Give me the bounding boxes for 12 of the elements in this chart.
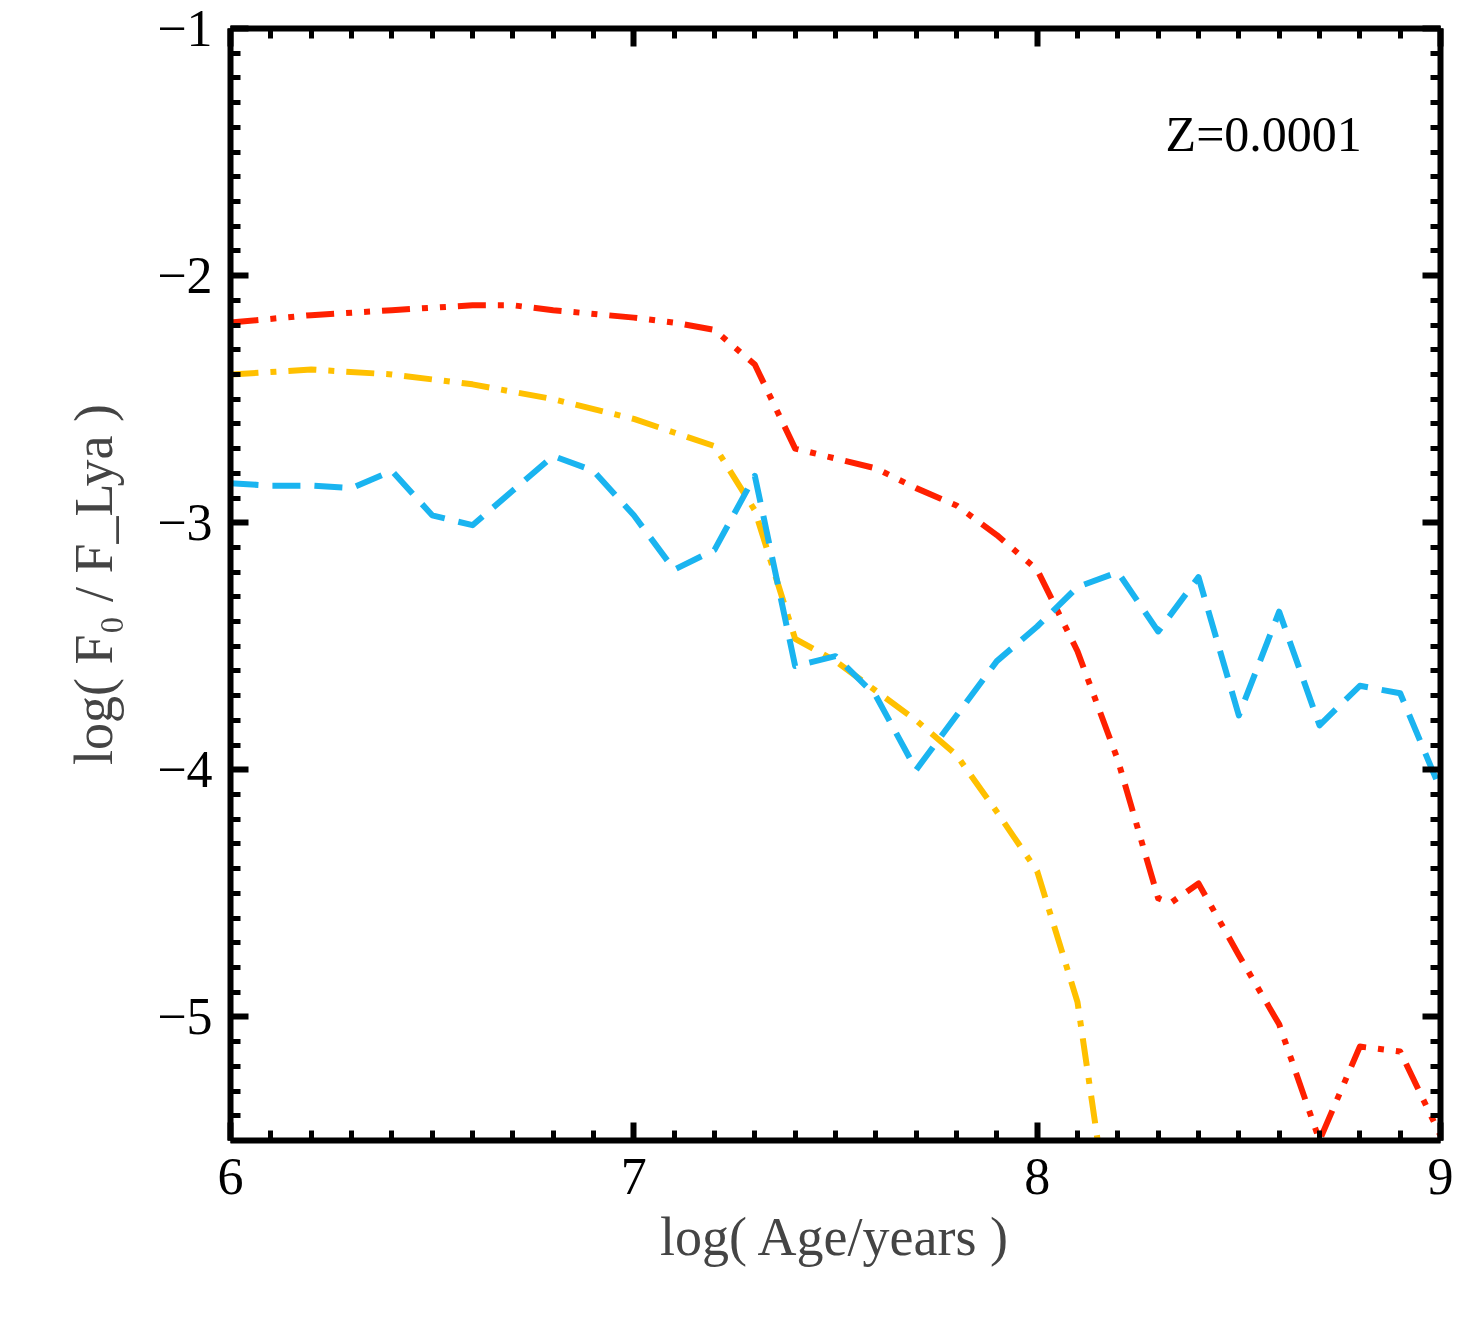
x-tick-label: 9 (1427, 1147, 1454, 1205)
y-axis-title: log( F₀ / F_Lya ) (64, 404, 125, 765)
x-tick-label: 8 (1024, 1147, 1051, 1205)
y-tick-label: −5 (157, 988, 213, 1046)
y-tick-label: −4 (157, 741, 213, 799)
x-axis-title: log( Age/years ) (660, 1206, 1008, 1267)
x-tick-label: 7 (620, 1147, 647, 1205)
annotation: Z=0.0001 (1165, 105, 1362, 162)
x-tick-label: 6 (217, 1147, 244, 1205)
y-tick-label: −2 (157, 247, 213, 305)
y-tick-label: −1 (157, 0, 213, 57)
y-tick-label: −3 (157, 494, 213, 552)
